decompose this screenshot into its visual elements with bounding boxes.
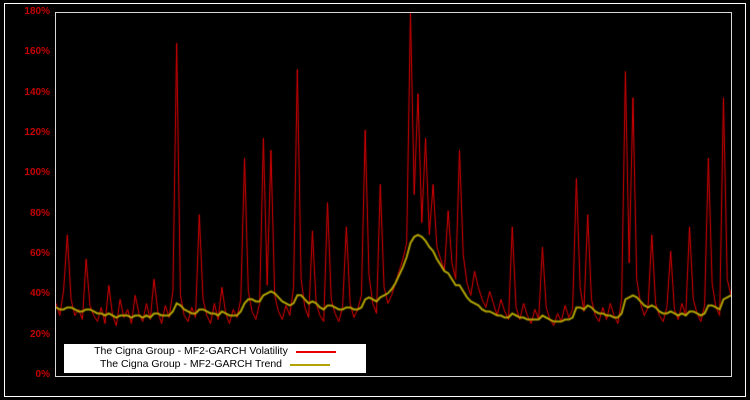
y-axis-tick-label: 140% — [24, 86, 50, 98]
legend: The Cigna Group - MF2-GARCH Volatility Th… — [64, 344, 366, 373]
y-axis-tick-label: 180% — [24, 6, 50, 17]
legend-item-label: The Cigna Group - MF2-GARCH Trend — [99, 358, 283, 370]
y-axis-tick-label: 20% — [29, 328, 50, 340]
y-axis-tick-label: 100% — [24, 167, 50, 179]
chart-canvas — [56, 13, 731, 376]
y-axis-tick-label: 40% — [29, 288, 50, 300]
trend-line-swatch — [290, 363, 331, 366]
y-axis-tick-label: 160% — [24, 46, 50, 58]
legend-item-trend[interactable]: The Cigna Group - MF2-GARCH Trend — [64, 358, 366, 371]
legend-item-volatility[interactable]: The Cigna Group - MF2-GARCH Volatility — [64, 345, 366, 358]
y-axis-tick-label: 120% — [24, 127, 50, 138]
legend-item-label: The Cigna Group - MF2-GARCH Volatility — [94, 345, 288, 357]
plot-area: The Cigna Group - MF2-GARCH Volatility Th… — [55, 12, 732, 377]
y-axis-tick-label: 80% — [29, 207, 50, 219]
y-axis-tick-label: 0% — [35, 369, 50, 380]
volatility-line-swatch — [295, 350, 336, 353]
y-axis-tick-label: 60% — [29, 248, 50, 259]
